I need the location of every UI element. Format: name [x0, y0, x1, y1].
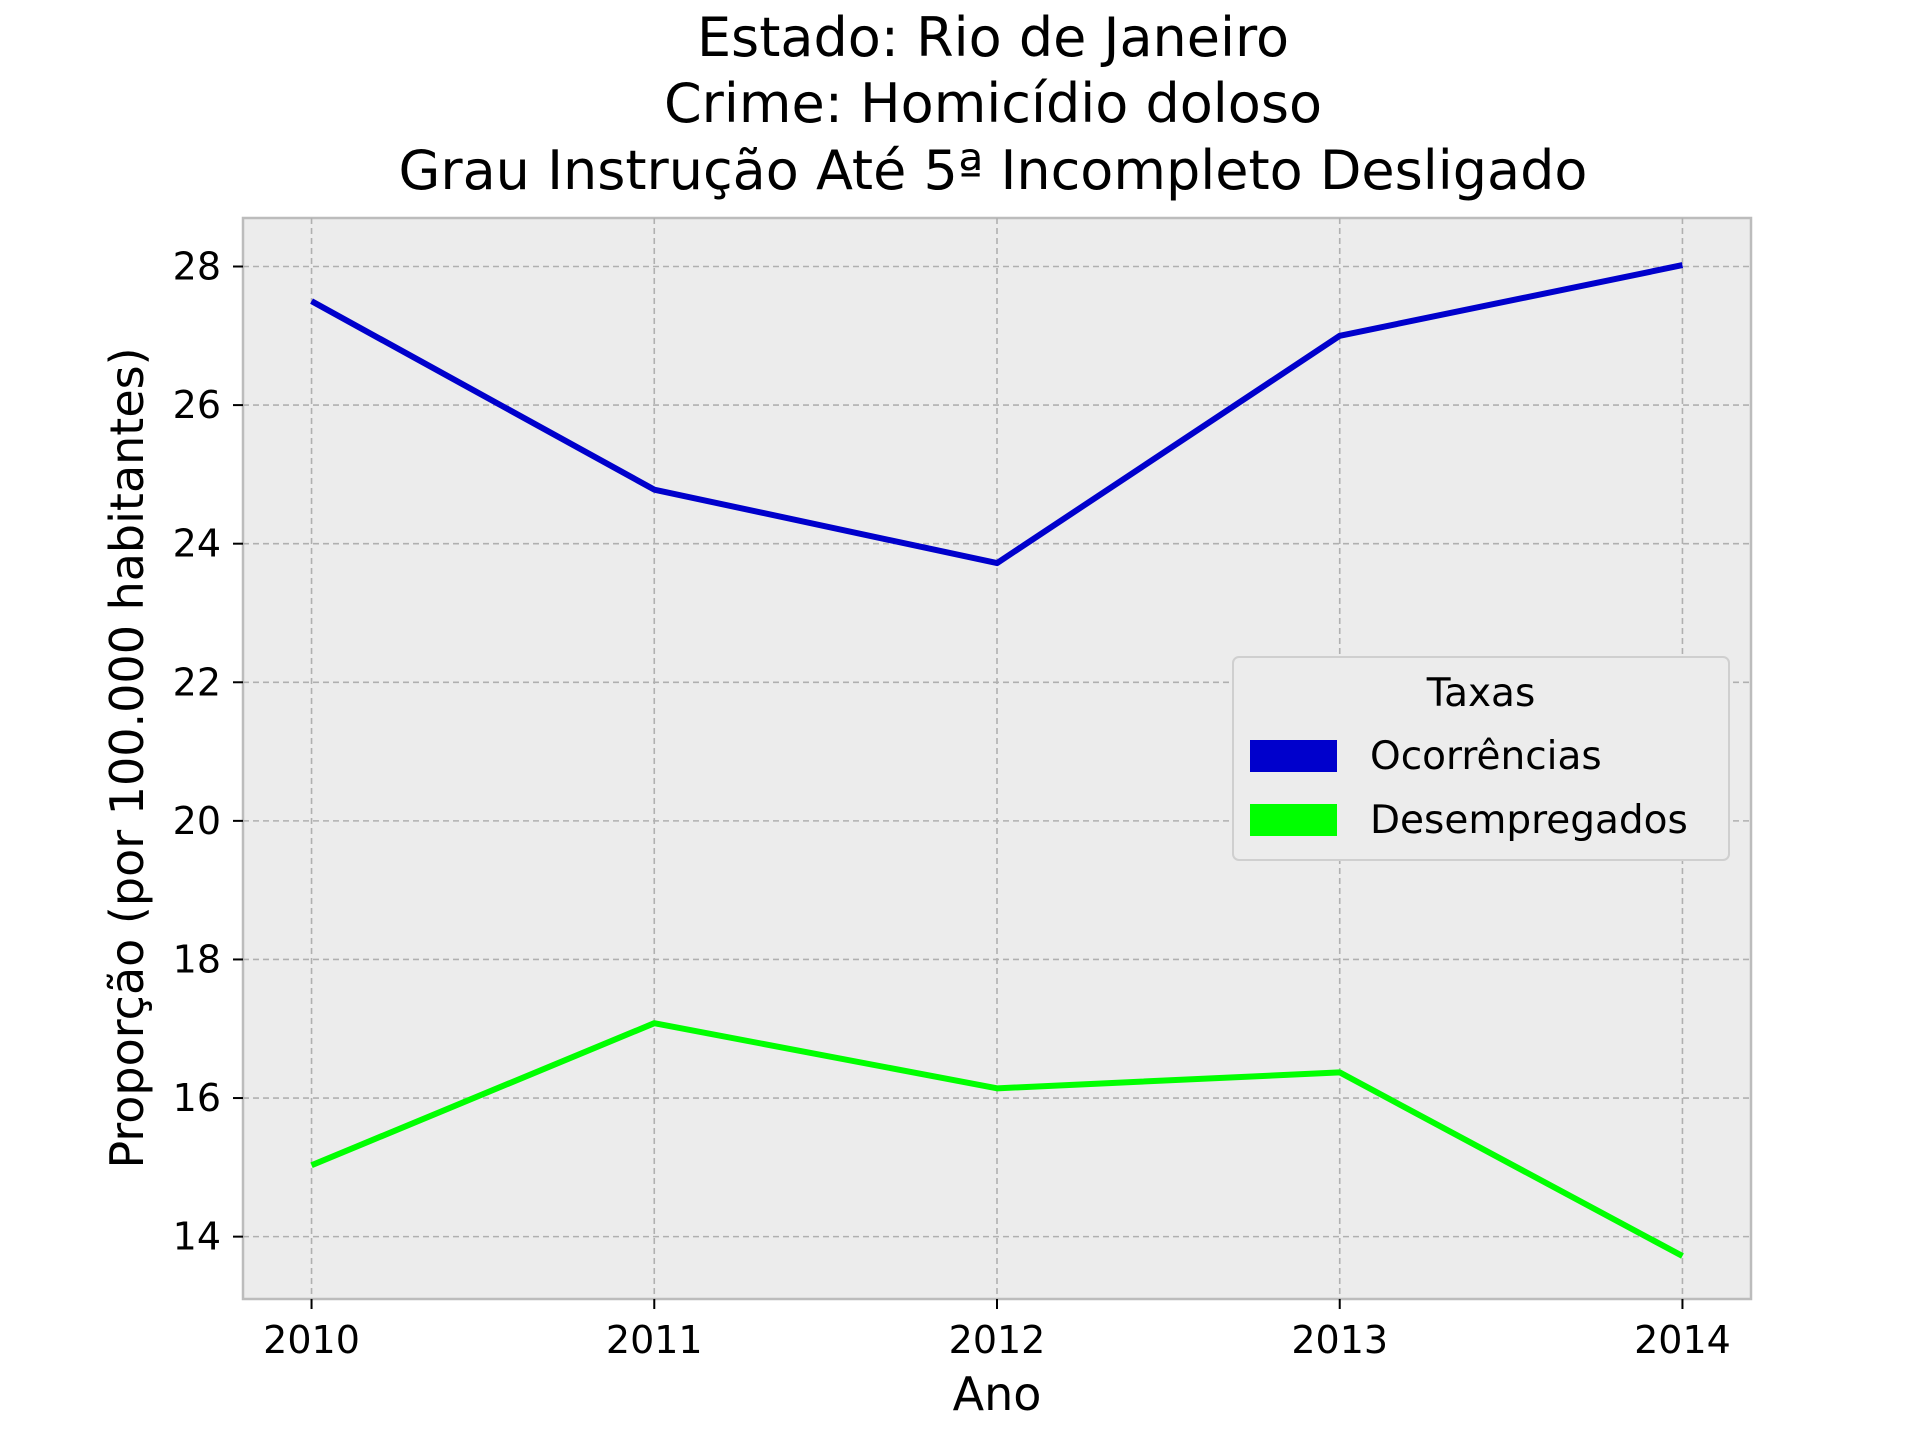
legend-box [1232, 656, 1730, 861]
legend-label-desempregados: Desempregados [1370, 798, 1688, 843]
y-tick-label: 22 [173, 660, 221, 704]
series-line-ocorrencias [310, 262, 1684, 567]
legend-swatch-ocorrencias [1250, 740, 1337, 772]
y-tick-label: 24 [173, 522, 221, 566]
legend-swatch-desempregados [1250, 804, 1337, 836]
legend-title: Taxas [1426, 671, 1536, 716]
y-tick-label: 20 [173, 799, 221, 843]
x-axis-label: Ano [953, 1367, 1042, 1421]
y-tick-label: 16 [173, 1076, 221, 1120]
y-tick-label: 14 [173, 1215, 221, 1259]
tick-layer [233, 265, 1684, 1309]
chart-title-line-1: Estado: Rio de Janeiro [697, 6, 1289, 69]
tick-label-layer: 2010 2011 2012 2013 2014 14 16 18 20 22 24 26 28 [173, 245, 1731, 1362]
x-tick-label: 2012 [949, 1318, 1046, 1362]
y-axis-label: Proporção (por 100.000 habitantes) [100, 347, 154, 1168]
x-tick-label: 2013 [1291, 1318, 1388, 1362]
y-tick-label: 28 [173, 245, 221, 289]
series-layer [310, 262, 1684, 1259]
x-tick-label: 2010 [263, 1318, 360, 1362]
legend-label-ocorrencias: Ocorrências [1370, 734, 1602, 779]
x-tick-label: 2011 [606, 1318, 703, 1362]
x-tick-label: 2014 [1634, 1318, 1731, 1362]
y-tick-label: 26 [173, 383, 221, 427]
chart-title-line-3: Grau Instrução Até 5ª Incompleto Desliga… [399, 139, 1588, 202]
series-line-desempregados [310, 1020, 1684, 1259]
legend: Taxas Ocorrências Desempregados [1232, 656, 1730, 861]
chart-title-line-2: Crime: Homicídio doloso [664, 72, 1322, 135]
y-tick-label: 18 [173, 937, 221, 981]
